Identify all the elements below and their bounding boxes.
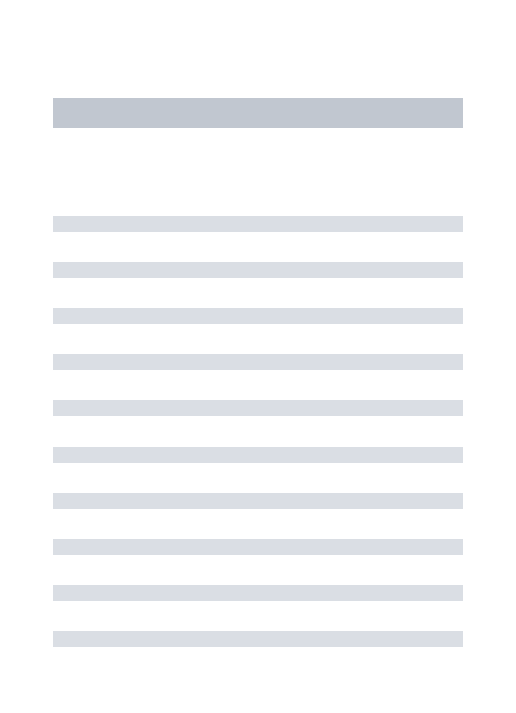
skeleton-line — [53, 262, 463, 278]
skeleton-line — [53, 447, 463, 463]
skeleton-line — [53, 631, 463, 647]
skeleton-line — [53, 539, 463, 555]
skeleton-line — [53, 493, 463, 509]
skeleton-line — [53, 585, 463, 601]
skeleton-line — [53, 308, 463, 324]
skeleton-container — [0, 0, 516, 647]
skeleton-title-placeholder — [53, 98, 463, 128]
skeleton-line — [53, 354, 463, 370]
skeleton-line-group — [53, 447, 463, 647]
skeleton-line — [53, 400, 463, 416]
skeleton-line — [53, 216, 463, 232]
skeleton-line-group — [53, 216, 463, 416]
